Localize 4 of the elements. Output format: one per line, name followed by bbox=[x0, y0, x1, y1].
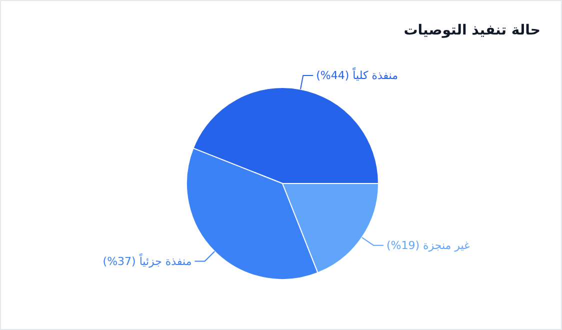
slice-label: منفذة كلياً (44%) bbox=[316, 66, 398, 82]
slice-label: غير منجزة (19%) bbox=[386, 238, 470, 252]
chart-title: حالة تنفيذ التوصيات bbox=[404, 22, 541, 38]
slice-label: منفذة جزئياً (37%) bbox=[102, 252, 192, 268]
